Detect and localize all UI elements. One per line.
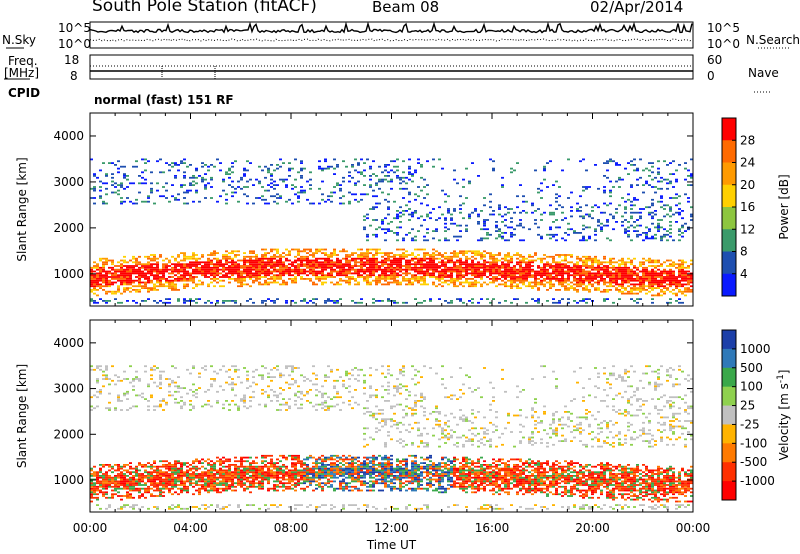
colorbar-seg-1-0 [722,330,736,350]
cb-label-0-5: 8 [740,245,748,259]
cpid-label: CPID [8,86,41,100]
freq-tick-low: 8 [70,69,78,83]
ytick-label-0-0: 4000 [53,129,84,143]
cb-label-0-0: 28 [740,133,755,147]
colorbar-seg-1-7 [722,462,736,482]
heatmap-cells-0 [90,158,693,304]
colorbar-seg-1-8 [722,481,736,501]
xtick-label-0: 00:00 [73,521,108,535]
xtick-label-4: 16:00 [475,521,510,535]
colorbar-seg-1-3 [722,386,736,407]
xtick-label-2: 08:00 [274,521,309,535]
nsky-label: N.Sky [2,33,37,47]
ytick-label-1-1: 3000 [53,382,84,396]
nave-tick-high: 60 [707,53,723,67]
ytick-label-1-0: 4000 [53,336,84,350]
colorbar-seg-0-5 [722,229,736,252]
ylabel-1: Slant Range [km] [15,364,29,468]
colorbar-seg-0-0 [722,118,736,141]
xtick-label-6: 00:00 [676,521,711,535]
chart-title: South Pole Station (fitACF) [92,0,317,16]
colorbar-title-1: Velocity [m s-1] [776,370,791,461]
ylabel-0: Slant Range [km] [15,157,29,261]
ytick-label-1-3: 1000 [53,473,84,487]
noise-tick-right-high: 10^5 [707,21,740,35]
cb-label-1-5: -100 [740,436,767,450]
cb-label-0-6: 4 [740,267,748,281]
cpid-value: normal (fast) 151 RF [94,93,234,107]
noise-tick-left-high: 10^5 [58,21,91,35]
cb-label-1-4: -25 [740,417,760,431]
ytick-label-0-2: 2000 [53,221,84,235]
xtick-label-5: 20:00 [575,521,610,535]
cb-label-1-0: 1000 [740,342,771,356]
colorbar-seg-0-4 [722,207,736,230]
noise-tick-left-low: 10^0 [58,37,91,51]
nsearch-line [89,38,693,42]
colorbar-title-0: Power [dB] [777,174,791,239]
cb-label-0-1: 24 [740,156,755,170]
cb-label-0-3: 16 [740,200,755,214]
colorbar-seg-1-6 [722,443,736,463]
xlabel: Time UT [366,538,417,552]
colorbar-seg-0-3 [722,184,736,208]
xtick-label-3: 12:00 [374,521,409,535]
heatmap-cells-1 [90,365,693,510]
colorbar-seg-0-6 [722,251,736,275]
nsearch-label: N.Search [746,33,800,47]
colorbar-seg-1-5 [722,424,736,444]
cb-label-0-2: 20 [740,178,755,192]
ytick-label-0-3: 1000 [53,267,84,281]
freq-unit: [MHz] [4,66,40,80]
colorbar-seg-1-2 [722,367,736,388]
freq-tick-high: 18 [64,53,80,67]
nsky-line [89,21,693,34]
colorbar-seg-1-4 [722,405,736,425]
xtick-label-1: 04:00 [173,521,208,535]
freq-label: Freq. [8,54,38,68]
nave-tick-low: 0 [707,69,715,83]
noise-tick-right-low: 10^0 [707,37,740,51]
cb-label-1-6: -500 [740,455,767,469]
cb-label-0-4: 12 [740,222,755,236]
colorbar-seg-1-1 [722,348,736,369]
cb-label-1-1: 500 [740,361,763,375]
cb-label-1-2: 100 [740,380,763,394]
nave-label: Nave [748,66,779,80]
colorbar-seg-0-7 [722,273,736,297]
date-label: 02/Apr/2014 [590,0,684,16]
ytick-label-0-1: 3000 [53,175,84,189]
colorbar-seg-0-2 [722,162,736,186]
cb-label-1-3: 25 [740,399,755,413]
beam-label: Beam 08 [372,0,440,16]
colorbar-frame-1 [721,329,737,501]
noise-panel-frame [89,21,694,49]
colorbar-seg-0-1 [722,140,736,163]
cb-label-1-7: -1000 [740,474,775,488]
freq-panel-frame [89,54,694,80]
ytick-label-1-2: 2000 [53,427,84,441]
